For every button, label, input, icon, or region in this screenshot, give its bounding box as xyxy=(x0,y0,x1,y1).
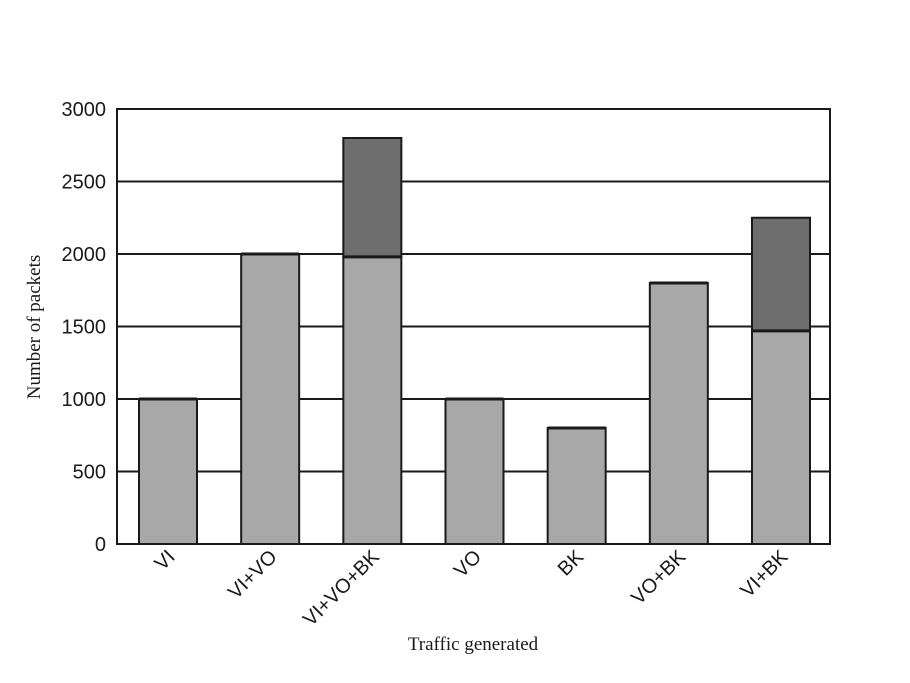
x-tick-label: BK xyxy=(554,546,589,581)
x-tick-label: VI xyxy=(151,546,180,575)
plot-frame xyxy=(116,108,831,545)
y-tick-label: 3000 xyxy=(62,99,107,121)
y-tick-label: 0 xyxy=(95,534,106,556)
y-axis-title: Number of packets xyxy=(24,255,45,400)
y-tick-label: 1000 xyxy=(62,389,107,411)
x-tick-labels: VI VI+VO VI+VO+BK VO BK VO+BK VI+BK xyxy=(151,546,793,631)
bar-segment xyxy=(648,282,709,545)
x-axis-title: Traffic generated xyxy=(408,634,539,655)
gridlines xyxy=(117,180,830,473)
y-tick-label: 1500 xyxy=(62,317,107,339)
x-tick-label: VI+BK xyxy=(736,546,793,603)
bar-segment xyxy=(342,255,403,545)
x-tick-label: VI+VO+BK xyxy=(299,546,384,631)
x-tick-label: VI+VO xyxy=(224,546,282,604)
y-tick-labels: 0 500 1000 1500 2000 2500 3000 xyxy=(62,99,107,556)
y-tick-label: 2500 xyxy=(62,172,107,194)
bar-segment xyxy=(444,398,505,545)
y-tick-label: 500 xyxy=(73,462,106,484)
bar-segment xyxy=(342,137,403,258)
bar-segment xyxy=(546,427,607,545)
bars xyxy=(138,137,811,545)
y-tick-label: 2000 xyxy=(62,244,107,266)
bar-segment xyxy=(240,253,301,545)
x-tick-label: VO xyxy=(450,546,486,582)
bar-segment xyxy=(751,329,811,545)
bar-segment xyxy=(138,398,198,545)
bar-segment xyxy=(751,216,811,332)
x-tick-label: VO+BK xyxy=(627,546,691,610)
